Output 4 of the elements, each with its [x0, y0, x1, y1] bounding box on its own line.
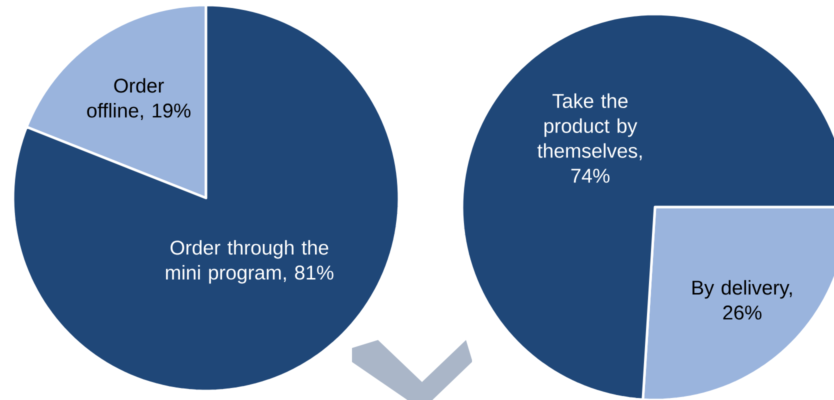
slice-label: Take the product by themselves, 74% [537, 93, 642, 183]
slice-label: By delivery, 26% [692, 280, 792, 320]
slice-label: Order offline, 19% [87, 78, 190, 120]
slice-label: Order through the mini program, 81% [166, 240, 334, 284]
